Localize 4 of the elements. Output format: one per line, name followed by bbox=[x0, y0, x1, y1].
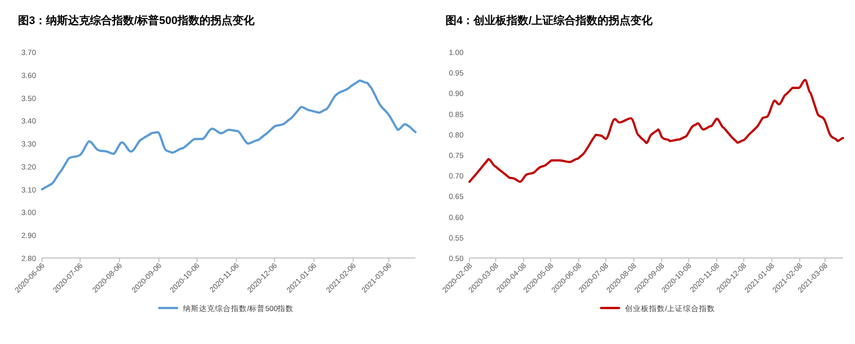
line-series bbox=[40, 80, 417, 190]
line-series bbox=[468, 78, 844, 183]
chart-title: 图3：纳斯达克综合指数/标普500指数的拐点变化 bbox=[18, 14, 256, 27]
chart-title: 图4：创业板指数/上证综合指数的拐点变化 bbox=[446, 14, 654, 27]
